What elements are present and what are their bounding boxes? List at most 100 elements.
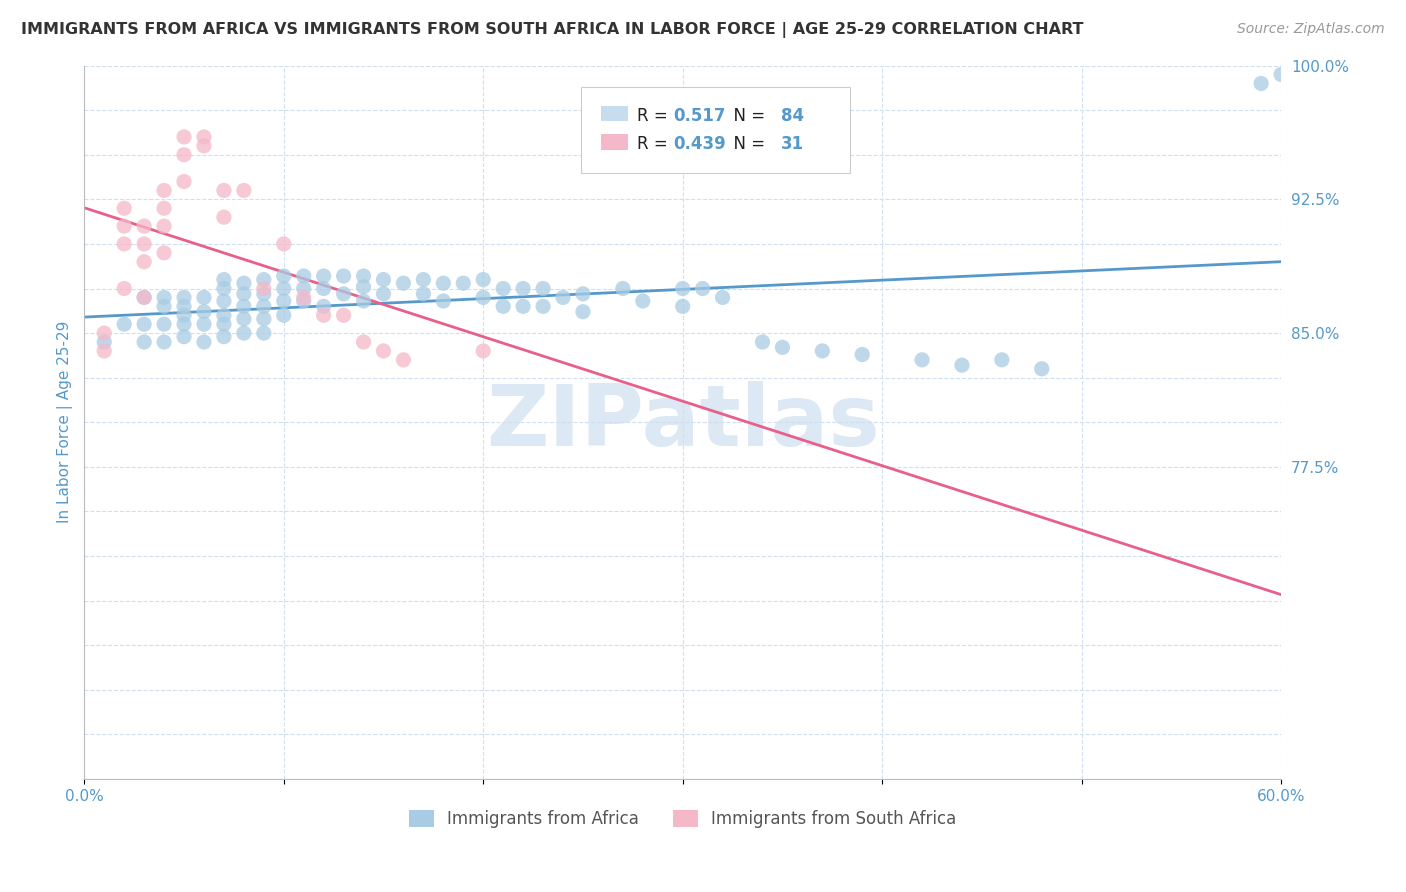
Point: [134, 236, 156, 251]
Point: [212, 210, 235, 224]
Point: [312, 299, 335, 313]
Point: [232, 276, 254, 290]
Point: [253, 281, 276, 295]
Point: [292, 281, 315, 295]
Point: [612, 281, 634, 295]
Point: [193, 317, 215, 331]
Point: [134, 290, 156, 304]
Point: [193, 304, 215, 318]
Point: [193, 139, 215, 153]
Point: [232, 326, 254, 340]
Point: [472, 343, 495, 358]
Point: [392, 352, 415, 367]
Point: [232, 286, 254, 301]
Point: [353, 279, 375, 293]
Text: ZIPatlas: ZIPatlas: [486, 381, 880, 464]
Point: [811, 343, 834, 358]
Point: [453, 276, 475, 290]
Point: [253, 311, 276, 326]
Point: [173, 308, 195, 322]
Point: [991, 352, 1014, 367]
Point: [153, 299, 176, 313]
Point: [1250, 77, 1272, 91]
Point: [551, 290, 574, 304]
Point: [212, 317, 235, 331]
Point: [672, 299, 695, 313]
Point: [253, 299, 276, 313]
Text: R =: R =: [637, 106, 673, 125]
Point: [373, 286, 395, 301]
Point: [432, 276, 454, 290]
Point: [212, 329, 235, 343]
Point: [472, 290, 495, 304]
Point: [373, 343, 395, 358]
Point: [751, 334, 773, 349]
Point: [232, 311, 254, 326]
Text: 0.439: 0.439: [673, 135, 725, 153]
Point: [273, 281, 295, 295]
Text: N =: N =: [723, 106, 770, 125]
Point: [312, 268, 335, 283]
Text: R =: R =: [637, 135, 673, 153]
Text: Source: ZipAtlas.com: Source: ZipAtlas.com: [1237, 22, 1385, 37]
Point: [193, 334, 215, 349]
Point: [631, 293, 654, 308]
Point: [672, 281, 695, 295]
Point: [332, 308, 354, 322]
Point: [253, 286, 276, 301]
Point: [472, 272, 495, 286]
Point: [232, 299, 254, 313]
Point: [173, 299, 195, 313]
Point: [692, 281, 714, 295]
Point: [273, 236, 295, 251]
FancyBboxPatch shape: [581, 87, 851, 172]
Point: [232, 183, 254, 197]
Point: [134, 290, 156, 304]
Point: [134, 317, 156, 331]
Point: [353, 268, 375, 283]
Point: [292, 290, 315, 304]
Point: [134, 334, 156, 349]
Point: [492, 281, 515, 295]
Point: [273, 268, 295, 283]
Point: [1270, 68, 1292, 82]
Point: [112, 236, 135, 251]
Point: [292, 293, 315, 308]
Point: [193, 130, 215, 145]
Point: [193, 290, 215, 304]
Point: [153, 219, 176, 233]
Point: [312, 308, 335, 322]
Point: [412, 286, 434, 301]
Text: N =: N =: [723, 135, 770, 153]
Point: [112, 201, 135, 215]
Point: [212, 183, 235, 197]
Legend: Immigrants from Africa, Immigrants from South Africa: Immigrants from Africa, Immigrants from …: [402, 804, 963, 835]
Point: [572, 286, 595, 301]
Point: [353, 334, 375, 349]
Point: [112, 281, 135, 295]
Point: [212, 272, 235, 286]
Point: [432, 293, 454, 308]
Point: [851, 347, 873, 361]
Point: [332, 286, 354, 301]
FancyBboxPatch shape: [602, 134, 627, 150]
Point: [572, 304, 595, 318]
Point: [212, 308, 235, 322]
Point: [273, 293, 295, 308]
Text: 0.517: 0.517: [673, 106, 725, 125]
Point: [134, 219, 156, 233]
Point: [93, 343, 115, 358]
Point: [711, 290, 734, 304]
Point: [950, 358, 973, 372]
Point: [153, 201, 176, 215]
Point: [173, 317, 195, 331]
Point: [373, 272, 395, 286]
Point: [253, 272, 276, 286]
Point: [1031, 361, 1053, 376]
Text: IMMIGRANTS FROM AFRICA VS IMMIGRANTS FROM SOUTH AFRICA IN LABOR FORCE | AGE 25-2: IMMIGRANTS FROM AFRICA VS IMMIGRANTS FRO…: [21, 22, 1084, 38]
Point: [212, 293, 235, 308]
Text: 84: 84: [780, 106, 804, 125]
Point: [173, 290, 195, 304]
Point: [353, 293, 375, 308]
Point: [531, 281, 554, 295]
